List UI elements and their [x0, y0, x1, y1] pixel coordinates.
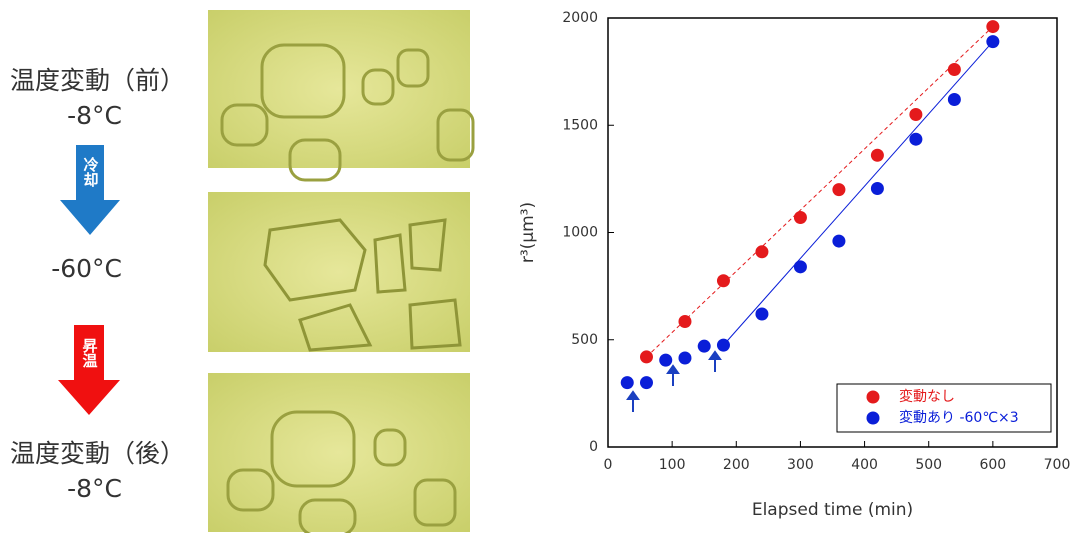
point	[986, 20, 1000, 34]
x-tick-label: 500	[915, 457, 942, 473]
x-tick-label: 400	[851, 457, 878, 473]
y-tick-label: 500	[571, 332, 598, 348]
after-label: 温度変動（後）	[10, 439, 185, 468]
point	[755, 245, 769, 259]
event-arrow	[626, 350, 722, 412]
warm-label: 昇温	[81, 338, 99, 368]
x-tick-label: 100	[659, 457, 686, 473]
point	[620, 376, 634, 390]
point	[639, 376, 653, 390]
point	[986, 35, 1000, 49]
y-tick-label: 0	[589, 439, 598, 455]
y-tick-label: 1500	[562, 117, 598, 133]
point	[793, 210, 807, 224]
x-tick-label: 0	[604, 457, 613, 473]
after-temp: -8°C	[67, 474, 122, 503]
legend-marker	[866, 390, 880, 404]
point	[870, 148, 884, 162]
point	[870, 182, 884, 196]
x-axis-label: Elapsed time (min)	[752, 500, 913, 520]
micrograph	[208, 10, 475, 182]
legend-marker	[866, 411, 880, 425]
y-axis-label: r³(μm³)	[518, 202, 538, 263]
point	[755, 307, 769, 321]
cool-arrow	[60, 145, 120, 235]
y-tick-label: 1000	[562, 225, 598, 241]
micrograph	[208, 373, 470, 537]
point	[909, 132, 923, 146]
point	[832, 183, 846, 197]
point	[832, 234, 846, 248]
x-tick-label: 200	[723, 457, 750, 473]
x-tick-label: 600	[979, 457, 1006, 473]
legend-label: 変動なし	[899, 388, 955, 405]
legend-label: 変動あり -60℃×3	[899, 409, 1019, 426]
point	[678, 315, 692, 329]
micrograph	[208, 192, 470, 352]
point	[659, 353, 673, 367]
cold-temp: -60°C	[51, 254, 122, 283]
point	[716, 338, 730, 352]
x-tick-label: 700	[1044, 457, 1071, 473]
point	[678, 351, 692, 365]
plot-frame	[607, 17, 1058, 448]
point	[716, 274, 730, 288]
point	[947, 62, 961, 76]
y-tick-label: 2000	[562, 10, 598, 26]
before-label: 温度変動（前）	[10, 66, 185, 95]
point	[909, 108, 923, 122]
point	[697, 339, 711, 353]
warm-arrow	[58, 325, 120, 415]
fit-line	[646, 26, 994, 358]
point	[639, 350, 653, 364]
x-tick-label: 300	[787, 457, 814, 473]
before-temp: -8°C	[67, 101, 122, 130]
fit-line	[723, 41, 994, 346]
point	[793, 260, 807, 274]
chart: 0 500 1000 1500 2000 0 100 200 300 400 500 600 700 El…	[518, 10, 1070, 520]
cool-label: 冷却	[82, 156, 100, 188]
point	[947, 93, 961, 107]
